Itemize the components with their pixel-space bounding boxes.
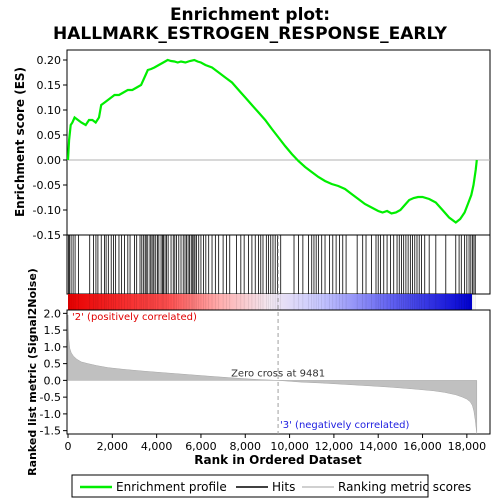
enrichment-profile-line — [66, 58, 478, 224]
xtick-label: 18,000 — [448, 440, 487, 453]
xtick-label: 14,000 — [359, 440, 398, 453]
xtick-label: 16,000 — [403, 440, 442, 453]
es-ytick-label: 0.00 — [37, 154, 62, 167]
rank-ytick-label: -1.5 — [40, 425, 61, 438]
es-ytick-label: 0.20 — [37, 54, 62, 67]
es-ytick-label: 0.15 — [37, 79, 62, 92]
es-ytick-label: 0.05 — [37, 129, 62, 142]
xtick-label: 8,000 — [230, 440, 262, 453]
xtick-label: 2,000 — [97, 440, 129, 453]
xtick-label: 4,000 — [141, 440, 173, 453]
rank-ylabel: Ranked list metric (Signal2Noise) — [26, 268, 39, 476]
es-panel-frame — [66, 49, 491, 236]
ranking-metric-area — [67, 314, 478, 435]
x-axis-label: Rank in Ordered Dataset — [194, 453, 362, 467]
rank-ytick-label: -0.5 — [40, 391, 61, 404]
chart-title-line1: Enrichment plot: — [170, 5, 330, 25]
rank-ytick-label: 2.0 — [44, 307, 62, 320]
xtick-label: 10,000 — [270, 440, 309, 453]
legend-box — [71, 474, 429, 498]
rank-ytick-label: 0.0 — [44, 374, 62, 387]
legend-ranking-label: Ranking metric scores — [338, 480, 471, 494]
chart-title-line2: HALLMARK_ESTROGEN_RESPONSE_EARLY — [53, 24, 448, 44]
rank-ytick-label: -1.0 — [40, 408, 61, 421]
positive-correlation-label: '2' (positively correlated) — [72, 312, 197, 323]
rank-ytick-label: 1.5 — [44, 324, 62, 337]
negative-correlation-label: '3' (negatively correlated) — [280, 420, 409, 431]
es-ytick-label: -0.15 — [33, 229, 61, 242]
xtick-label: 12,000 — [315, 440, 354, 453]
es-ytick-label: -0.10 — [33, 204, 61, 217]
legend-hits-label: Hits — [272, 480, 295, 494]
zero-cross-label: Zero cross at 9481 — [231, 368, 325, 379]
rank-ytick-label: 0.5 — [44, 358, 62, 371]
xtick-label: 6,000 — [185, 440, 217, 453]
rank-color-bar — [68, 294, 472, 310]
es-ytick-label: -0.05 — [33, 179, 61, 192]
rank-ytick-label: 1.0 — [44, 341, 62, 354]
xtick-label: 0 — [65, 440, 72, 453]
es-ytick-label: 0.10 — [37, 104, 62, 117]
es-ylabel: Enrichment score (ES) — [13, 67, 27, 217]
legend-enrichment-label: Enrichment profile — [116, 480, 227, 494]
